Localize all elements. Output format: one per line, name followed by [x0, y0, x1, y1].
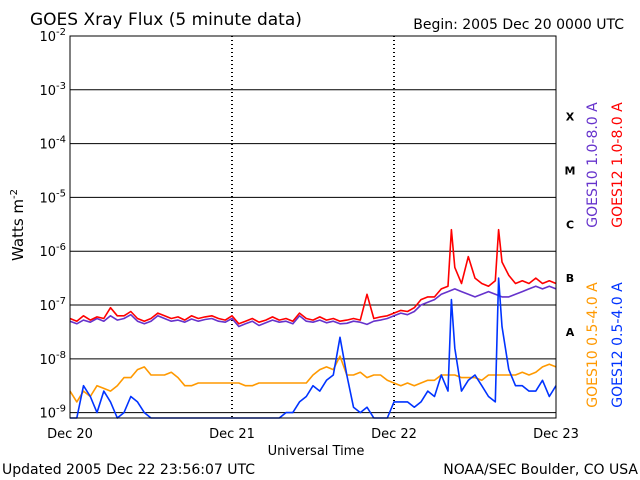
y-tick-base: 10: [39, 84, 56, 99]
legend-entry: GOES12 0.5-4.0 A: [610, 282, 626, 408]
y-tick-base: 10: [39, 353, 56, 368]
grid-lines: [70, 35, 556, 414]
y-tick-base: 10: [39, 138, 56, 153]
x-tick-labels: Dec 20 Dec 21 Dec 22 Dec 23: [47, 427, 579, 442]
y-tick-exponent: -3: [56, 81, 66, 92]
y-tick-label: 10-4: [39, 135, 66, 153]
y-tick-exponent: -6: [56, 242, 66, 253]
flare-class-label: X: [566, 111, 575, 124]
chart-title: GOES Xray Flux (5 minute data): [30, 10, 302, 30]
plot-frame: [69, 35, 557, 419]
y-tick-base: 10: [39, 407, 56, 422]
flare-class-labels: X M C B A: [565, 111, 576, 339]
y-tick-exponent: -7: [56, 296, 66, 307]
legend: GOES10 1.0-8.0 A GOES12 1.0-8.0 A GOES10 0…: [585, 102, 626, 408]
updated-text: Updated 2005 Dec 22 23:56:07 UTC: [2, 462, 255, 478]
y-tick-label: 10-5: [39, 188, 66, 206]
y-tick-exponent: -5: [56, 188, 66, 199]
series-line-2: [69, 355, 557, 403]
y-tick-base: 10: [39, 299, 56, 314]
y-tick-exponent: -2: [56, 27, 66, 38]
legend-entry: GOES10 1.0-8.0 A: [585, 102, 601, 228]
begin-label: Begin: 2005 Dec 20 0000 UTC: [413, 17, 624, 33]
legend-entry: GOES10 0.5-4.0 A: [585, 282, 601, 408]
x-tick-label: Dec 20: [47, 427, 93, 442]
y-axis-label-exponent: -2: [9, 189, 20, 199]
x-tick-label: Dec 21: [209, 427, 255, 442]
y-tick-label: 10-6: [39, 242, 66, 260]
flare-class-label: B: [566, 272, 574, 285]
x-tick-label: Dec 23: [533, 427, 579, 442]
y-tick-label: 10-2: [39, 27, 66, 45]
y-tick-base: 10: [39, 245, 56, 260]
y-tick-label: 10-8: [39, 350, 66, 368]
y-tick-base: 10: [39, 191, 56, 206]
series-line-1: [69, 228, 557, 325]
y-axis-label: Watts m: [9, 199, 27, 261]
flare-class-label: C: [566, 218, 574, 231]
x-tick-label: Dec 22: [371, 427, 417, 442]
y-tick-label: 10-9: [39, 404, 66, 422]
series-line-0: [69, 285, 557, 328]
y-axis-title: Watts m-2: [9, 189, 27, 261]
flare-class-label: M: [565, 165, 576, 178]
y-tick-exponent: -8: [56, 350, 66, 361]
y-tick-base: 10: [39, 30, 56, 45]
x-axis-label: Universal Time: [268, 444, 365, 459]
y-tick-label: 10-7: [39, 296, 66, 314]
y-tick-exponent: -9: [56, 404, 66, 415]
legend-entry: GOES12 1.0-8.0 A: [610, 102, 626, 228]
credit-text: NOAA/SEC Boulder, CO USA: [443, 462, 638, 478]
y-tick-label: 10-3: [39, 81, 66, 99]
y-tick-exponent: -4: [56, 135, 66, 146]
y-tick-labels: 10-210-310-410-510-610-710-810-9: [39, 27, 66, 422]
flare-class-label: A: [566, 326, 575, 339]
